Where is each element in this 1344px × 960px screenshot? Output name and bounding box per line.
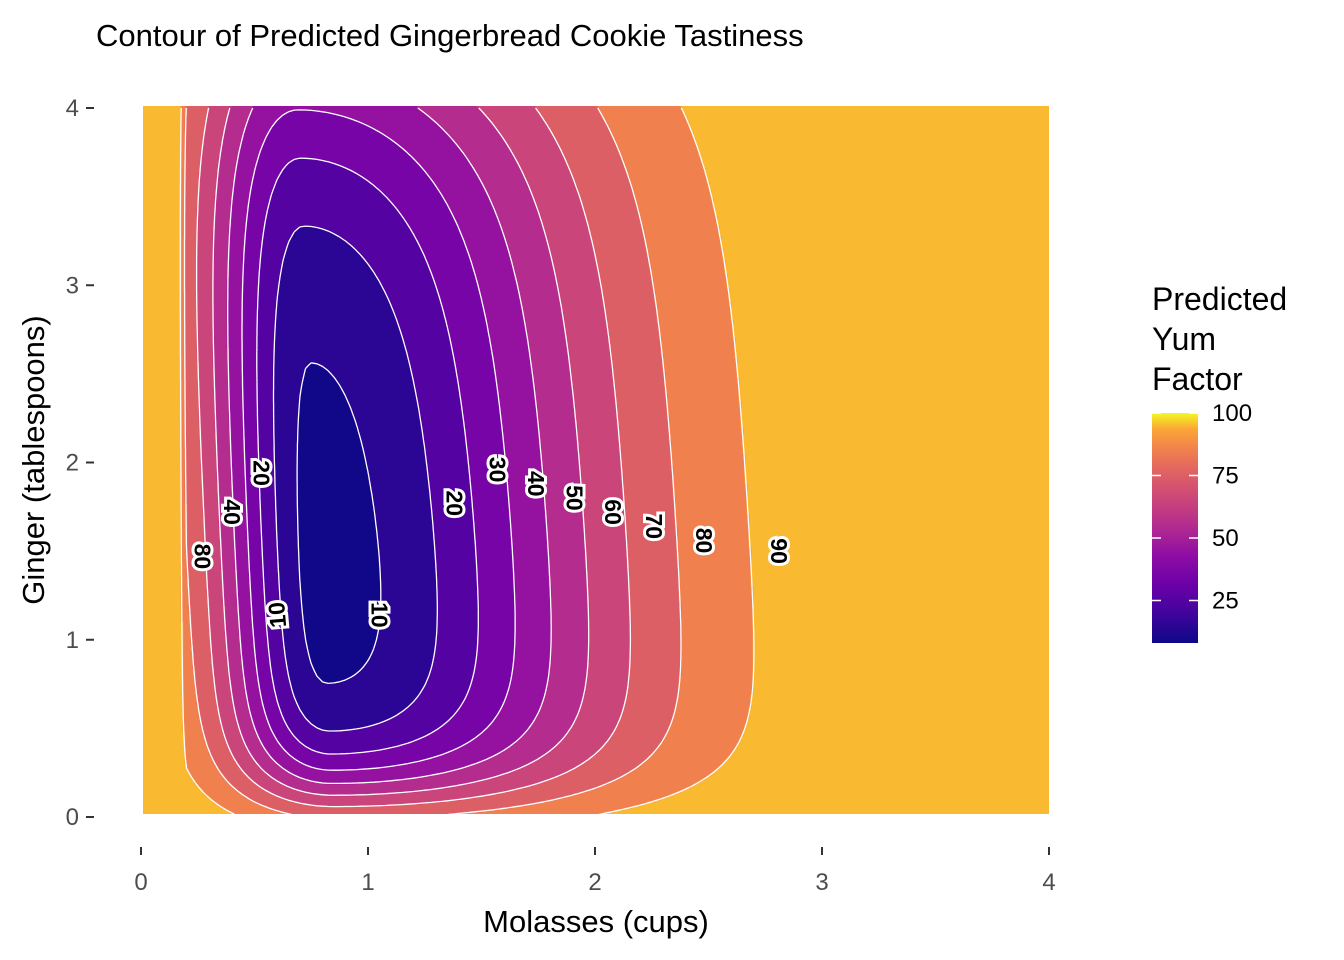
contour-line-20 [272, 225, 438, 732]
contour-label-9: 60 [600, 499, 626, 525]
legend: Predicted Yum Factor 25 50 75 100 [1152, 281, 1287, 643]
contour-label-1: 40 [219, 499, 245, 525]
contour-label-10: 70 [641, 514, 667, 540]
contour-lines [179, 107, 755, 814]
legend-tick-label: 50 [1212, 525, 1239, 552]
legend-ticks: 25 50 75 100 [1152, 400, 1252, 615]
contour-label-8: 50 [562, 485, 588, 511]
contour-label-4: 10 [366, 602, 392, 628]
y-axis-title: Ginger (tablespoons) [16, 315, 51, 605]
legend-colorbar [1152, 413, 1198, 643]
contour-label-12: 90 [766, 538, 792, 564]
legend-tick-label: 25 [1212, 588, 1239, 615]
contour-line-60 [212, 107, 590, 796]
contour-label-2: 20 [248, 460, 274, 486]
legend-tick-label: 100 [1212, 400, 1252, 427]
x-tick-label: 2 [588, 869, 601, 896]
y-tick-label: 3 [66, 272, 79, 299]
contour-label-7: 40 [523, 471, 549, 497]
contour-line-90 [179, 107, 755, 814]
contour-line-80 [183, 107, 682, 814]
y-axis: 0 1 2 3 4 [66, 95, 94, 831]
contour-line-40 [241, 109, 516, 771]
y-tick-label: 4 [66, 95, 79, 122]
contour-line-70 [195, 107, 632, 808]
legend-title-line-1: Predicted [1152, 281, 1287, 317]
x-axis-title: Molasses (cups) [483, 904, 709, 939]
legend-tick-label: 75 [1212, 463, 1239, 490]
legend-title-line-2: Yum [1152, 321, 1216, 357]
contour-label-0: 80 [189, 544, 215, 570]
contour-label-5: 20 [441, 491, 467, 517]
x-tick-label: 0 [134, 869, 147, 896]
contour-line-50 [227, 107, 552, 785]
y-tick-label: 0 [66, 804, 79, 831]
legend-title-line-3: Factor [1152, 361, 1243, 397]
contour-label-3: 10 [263, 601, 291, 629]
y-tick-label: 2 [66, 450, 79, 477]
contour-label-6: 30 [484, 457, 510, 483]
chart-title: Contour of Predicted Gingerbread Cookie … [96, 18, 804, 53]
contour-line-30 [256, 157, 479, 755]
x-tick-label: 4 [1042, 869, 1055, 896]
x-tick-label: 3 [815, 869, 828, 896]
x-tick-label: 1 [361, 869, 374, 896]
y-tick-label: 1 [66, 627, 79, 654]
contour-label-11: 80 [691, 528, 717, 554]
contour-line-10 [296, 362, 382, 685]
x-axis: 0 1 2 3 4 [134, 847, 1056, 896]
